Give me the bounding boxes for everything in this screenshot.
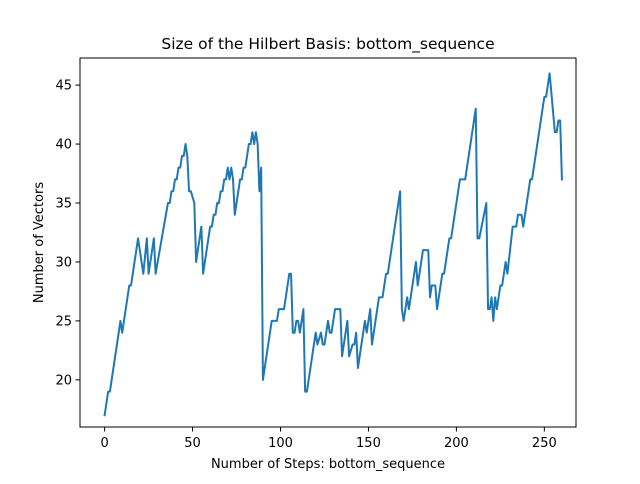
- x-tick-label: 250: [532, 436, 557, 451]
- x-axis-ticks: 0 50 100 150 200 250: [100, 427, 557, 451]
- y-tick-label: 20: [55, 373, 72, 388]
- x-tick-label: 200: [444, 436, 469, 451]
- y-tick-label: 35: [55, 197, 72, 212]
- x-tick-label: 0: [100, 436, 108, 451]
- x-tick-label: 100: [268, 436, 293, 451]
- y-axis-ticks: 20 25 30 35 40 45: [55, 79, 80, 388]
- x-axis-label: Number of Steps: bottom_sequence: [211, 457, 445, 472]
- y-tick-label: 30: [55, 255, 72, 270]
- y-tick-label: 25: [55, 314, 72, 329]
- y-tick-label: 40: [55, 138, 72, 153]
- y-tick-label: 45: [55, 79, 72, 94]
- plot-area: [103, 72, 563, 417]
- series-line-0: [103, 72, 563, 417]
- x-tick-label: 150: [356, 436, 381, 451]
- x-tick-label: 50: [184, 436, 201, 451]
- y-axis-label: Number of Vectors: [32, 182, 47, 303]
- chart-title: Size of the Hilbert Basis: bottom_sequen…: [161, 35, 494, 54]
- axes-frame: [79, 57, 577, 428]
